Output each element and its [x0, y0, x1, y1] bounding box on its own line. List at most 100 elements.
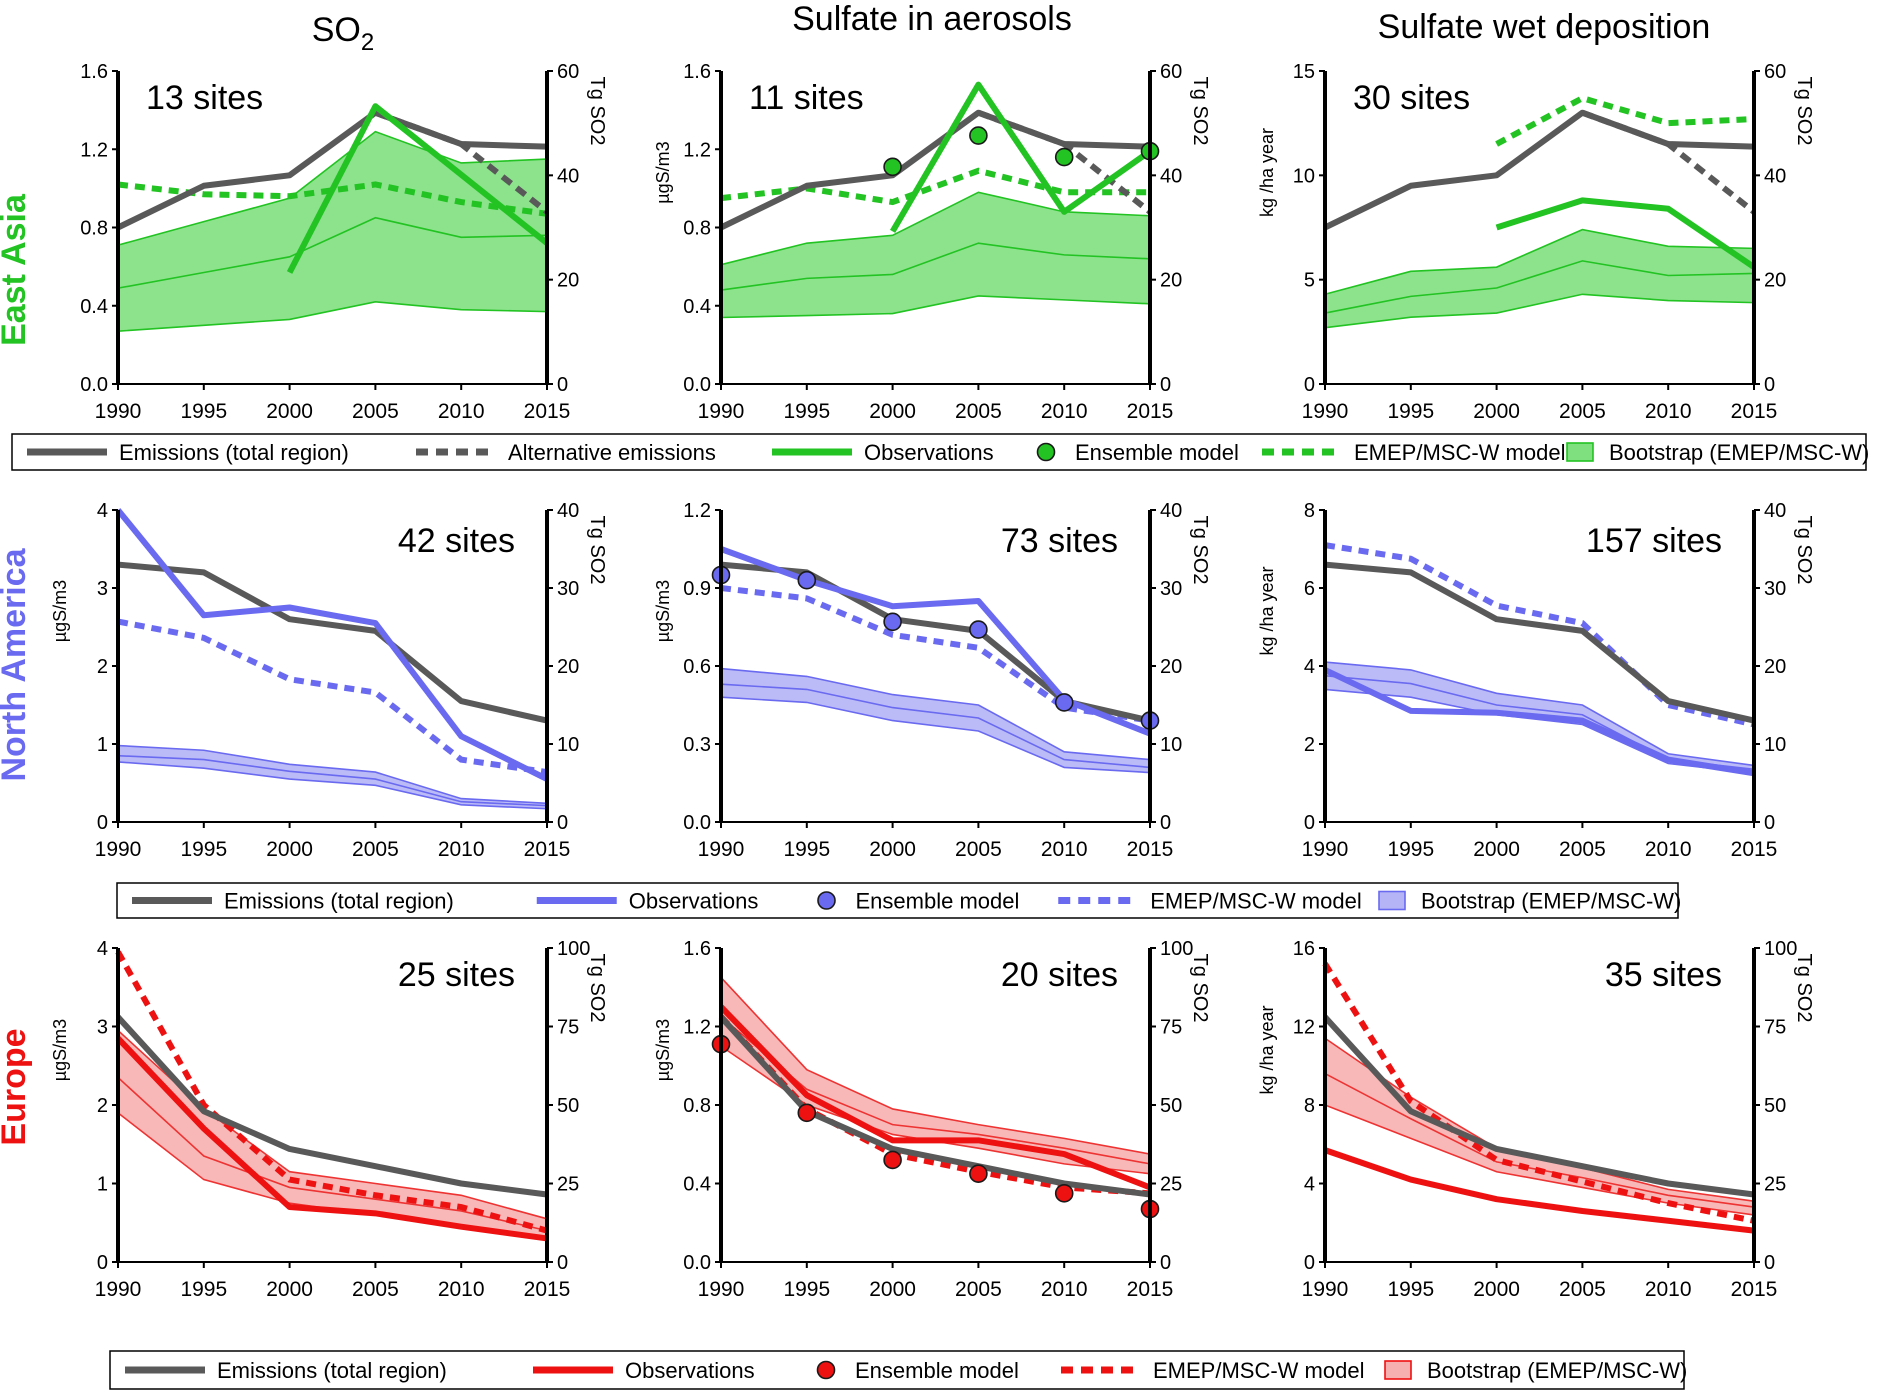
- y2-tick-label: 20: [1160, 656, 1182, 678]
- x-tick-label: 1995: [1387, 838, 1434, 861]
- emissions-line: [1322, 1015, 1755, 1198]
- legend-item-observations: Observations: [772, 440, 994, 465]
- y-tick-label: 12: [1293, 1017, 1315, 1039]
- bootstrap-lower-line: [117, 761, 548, 810]
- y2-tick-label: 60: [1160, 61, 1182, 83]
- x-tick-label: 1990: [1302, 1278, 1349, 1301]
- y2-tick-label: 40: [1764, 165, 1786, 187]
- sites-annotation: 11 sites: [749, 79, 864, 117]
- x-tick-label: 2010: [1041, 838, 1088, 861]
- x-tick-label: 2005: [1559, 1278, 1606, 1301]
- legend-swatch-box: [1378, 890, 1406, 911]
- y-axis-label: kg /ha year: [1257, 1005, 1277, 1094]
- y-axis-label: µgS/m3: [653, 580, 673, 642]
- y-tick-label: 1.6: [683, 938, 711, 960]
- legend-item-ensemble-model: Ensemble model: [816, 1358, 1019, 1383]
- legend-label: Bootstrap (EMEP/MSC-W): [1609, 440, 1869, 465]
- y2-axis-label: Tg SO2: [586, 77, 608, 146]
- x-tick-label: 2005: [955, 400, 1002, 423]
- x-tick-label: 2005: [352, 400, 399, 423]
- y-tick-label: 0.6: [683, 656, 711, 678]
- y-tick-label: 0: [1304, 1252, 1315, 1274]
- column-titles: SO2 Sulfate in aerosols Sulfate wet depo…: [312, 0, 1711, 56]
- y-tick-label: 0.8: [80, 218, 108, 240]
- y2-axis-label: Tg SO2: [586, 516, 608, 585]
- x-tick-label: 2010: [1645, 838, 1692, 861]
- legend-swatch-box: [1566, 442, 1594, 462]
- legend-item-emep-msc-w-model: EMEP/MSC-W model: [1262, 440, 1565, 465]
- y2-tick-label: 25: [557, 1174, 579, 1196]
- x-tick-label: 1995: [1387, 400, 1434, 423]
- x-tick-label: 2000: [266, 1278, 313, 1301]
- y2-tick-label: 40: [1160, 165, 1182, 187]
- y2-tick-label: 0: [557, 374, 568, 396]
- ensemble-point: [797, 570, 817, 590]
- y-axis-label: µgS/m3: [653, 1019, 673, 1081]
- emissions-line: [116, 109, 548, 231]
- y2-tick-label: 10: [1160, 734, 1182, 756]
- bootstrap-lower-line: [117, 301, 548, 332]
- y2-tick-label: 25: [1160, 1174, 1182, 1196]
- row-label-north-america: North America: [0, 547, 33, 781]
- y-tick-label: 4: [1304, 656, 1315, 678]
- emep-model-line: [720, 585, 1151, 724]
- y2-tick-label: 60: [557, 61, 579, 83]
- y-axis-label: µgS/m3: [653, 141, 673, 203]
- panel-r0-c1: 1990 1995 2000 2005 2010 2015 0.0 0.4 0.8 1.2 1.6 0…: [653, 61, 1211, 423]
- legend-label: Alternative emissions: [508, 440, 716, 465]
- legend-label: Observations: [864, 440, 994, 465]
- y-tick-label: 8: [1304, 500, 1315, 522]
- legend-item-alternative-emissions: Alternative emissions: [416, 440, 716, 465]
- y2-tick-label: 40: [1160, 500, 1182, 522]
- legend-swatch-circle: [817, 891, 836, 910]
- y-tick-label: 1.2: [683, 500, 711, 522]
- y-tick-label: 2: [1304, 734, 1315, 756]
- y-tick-label: 4: [1304, 1174, 1315, 1196]
- emissions-line: [719, 109, 1151, 231]
- observations-line: [1323, 667, 1755, 777]
- legend-item-ensemble-model: Ensemble model: [1036, 440, 1239, 465]
- y2-axis-label: Tg SO2: [586, 954, 608, 1023]
- y-tick-label: 0.0: [80, 374, 108, 396]
- x-tick-label: 2015: [1731, 1278, 1778, 1301]
- x-tick-label: 2010: [1645, 1278, 1692, 1301]
- legend-swatch-circle: [816, 1360, 836, 1380]
- y2-tick-label: 100: [557, 938, 590, 960]
- observations-line: [1324, 1147, 1755, 1234]
- row-label-europe: Europe: [0, 1028, 33, 1145]
- x-tick-label: 2005: [955, 1278, 1002, 1301]
- y-axis-label: µgS/m3: [50, 580, 70, 642]
- y2-tick-label: 25: [1764, 1174, 1786, 1196]
- legend-item-ensemble-model: Ensemble model: [817, 889, 1019, 914]
- y2-tick-label: 30: [1764, 578, 1786, 600]
- y-tick-label: 4: [97, 938, 108, 960]
- x-tick-label: 2000: [869, 1278, 916, 1301]
- x-tick-label: 2000: [266, 838, 313, 861]
- legend-box: [116, 882, 1679, 919]
- legend-item-emep-msc-w-model: EMEP/MSC-W model: [1061, 1358, 1364, 1383]
- observations-line: [115, 508, 549, 782]
- ensemble-point: [883, 157, 902, 177]
- x-tick-label: 2010: [1645, 400, 1692, 423]
- ensemble-point: [969, 620, 988, 639]
- y-tick-label: 0: [97, 1252, 108, 1274]
- bootstrap-upper-line: [117, 744, 548, 805]
- sites-annotation: 20 sites: [1001, 956, 1118, 994]
- legend-swatch-circle: [1036, 442, 1056, 462]
- legend-row-2: Emissions (total region) Observations Ense…: [109, 1350, 1687, 1390]
- bootstrap-band: [118, 1030, 547, 1241]
- y-tick-label: 5: [1304, 270, 1315, 292]
- y-tick-label: 3: [97, 1017, 108, 1039]
- bootstrap-median-line: [117, 1076, 548, 1232]
- x-tick-label: 2015: [1127, 400, 1174, 423]
- x-tick-label: 2015: [524, 1278, 571, 1301]
- legend-label: EMEP/MSC-W model: [1150, 889, 1361, 914]
- x-tick-label: 2005: [1559, 400, 1606, 423]
- legend-label: Emissions (total region): [119, 440, 349, 465]
- x-tick-label: 2015: [524, 838, 571, 861]
- y-tick-label: 6: [1304, 578, 1315, 600]
- sites-annotation: 35 sites: [1605, 956, 1722, 994]
- bootstrap-upper-line: [720, 667, 1151, 761]
- y2-tick-label: 0: [1160, 1252, 1171, 1274]
- alternative-emissions-line: [977, 109, 1152, 215]
